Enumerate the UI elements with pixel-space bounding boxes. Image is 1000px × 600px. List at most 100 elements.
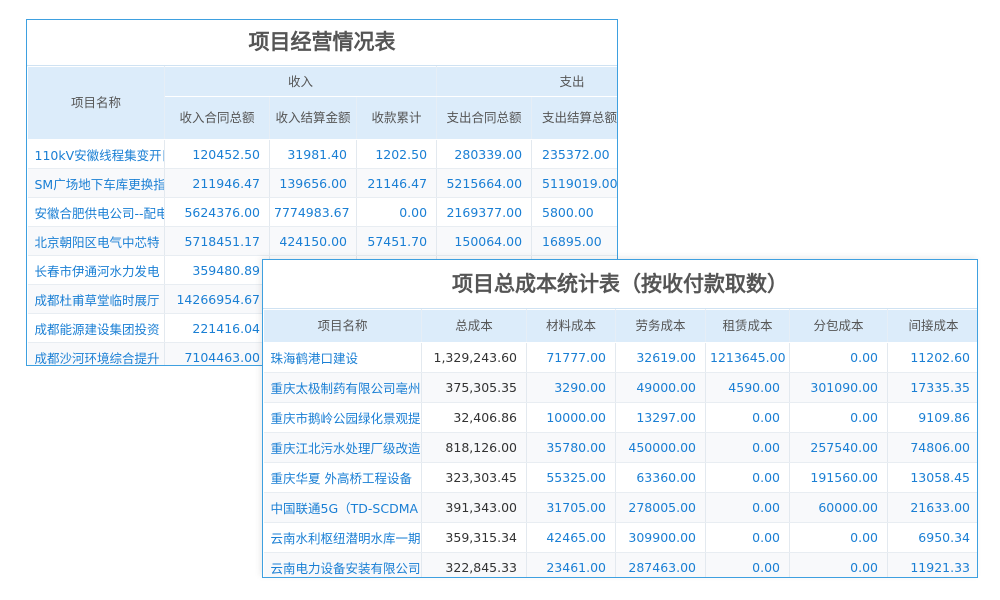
table-row: 重庆江北污水处理厂级改造 818,126.00 35780.00 450000.00 0… [263, 432, 977, 463]
project-name-link[interactable]: 安徽合肥供电公司--配电 [27, 197, 165, 227]
project-name-link[interactable]: 重庆江北污水处理厂级改造 [263, 432, 422, 463]
header-income-group: 收入 [163, 66, 438, 97]
project-name-link[interactable]: 重庆太极制药有限公司亳州 [263, 372, 422, 403]
cost-cell: 191560.00 [789, 462, 888, 493]
column-header: 总成本 [421, 309, 527, 343]
amount-cell: 16895.00 [531, 226, 617, 256]
cost-cell: 49000.00 [615, 372, 706, 403]
table-row: 重庆华夏 外高桥工程设备 323,303.45 55325.00 63360.00 0.… [263, 462, 977, 493]
cost-cell: 287463.00 [615, 552, 706, 577]
project-name-link[interactable]: 北京朝阳区电气中芯特 [27, 226, 165, 256]
cost-cell: 0.00 [705, 402, 790, 433]
project-name-link[interactable]: 云南电力设备安装有限公司 [263, 552, 422, 577]
cost-cell: 6950.34 [887, 522, 977, 553]
amount-cell: 7104463.00 [164, 342, 270, 365]
cost-cell: 74806.00 [887, 432, 977, 463]
amount-cell: 2169377.00 [436, 197, 533, 227]
cost-cell: 1,329,243.60 [421, 342, 527, 373]
cost-cell: 32619.00 [615, 342, 706, 373]
cost-cell: 42465.00 [526, 522, 616, 553]
header-expense-label: 支出 [559, 73, 585, 89]
cost-cell: 31705.00 [526, 492, 616, 523]
cost-table: 项目名称 总成本 材料成本 劳务成本 租赁成本 分包成本 间接成本 珠海鹤港口建设 1,329… [263, 309, 977, 577]
project-name-link[interactable]: 成都沙河环境综合提升 [27, 342, 165, 365]
cost-cell: 359,315.34 [421, 522, 527, 553]
amount-cell: 5800.00 [531, 197, 617, 227]
column-header: 间接成本 [887, 309, 977, 343]
table-row: 珠海鹤港口建设 1,329,243.60 71777.00 32619.00 12136… [263, 342, 977, 373]
amount-cell: 235372.00 [531, 139, 617, 169]
cost-cell: 13297.00 [615, 402, 706, 433]
project-name-link[interactable]: 云南水利枢纽潜明水库一期 [263, 522, 422, 553]
table-row: 110kV安徽线程集变开目 120452.50 31981.40 1202.50 280… [27, 139, 617, 169]
amount-cell: 1202.50 [356, 139, 438, 169]
cost-cell: 450000.00 [615, 432, 706, 463]
project-name-link[interactable]: 重庆市鹅岭公园绿化景观提 [263, 402, 422, 433]
column-header: 收入合同总额 [164, 96, 270, 140]
cost-cell: 301090.00 [789, 372, 888, 403]
amount-cell: 424150.00 [269, 226, 357, 256]
cost-cell: 257540.00 [789, 432, 888, 463]
table-row: SM广场地下车库更换指 211946.47 139656.00 21146.47 521… [27, 168, 617, 198]
cost-cell: 35780.00 [526, 432, 616, 463]
column-header: 材料成本 [526, 309, 616, 343]
amount-cell: 31981.40 [269, 139, 357, 169]
column-header: 分包成本 [789, 309, 888, 343]
table-row: 北京朝阳区电气中芯特 5718451.17 424150.00 57451.70 150… [27, 226, 617, 256]
cost-cell: 818,126.00 [421, 432, 527, 463]
cost-cell: 0.00 [705, 462, 790, 493]
cost-cell: 309900.00 [615, 522, 706, 553]
amount-cell: 5119019.00 [531, 168, 617, 198]
header-project-name: 项目名称 [27, 66, 165, 140]
project-name-link[interactable]: 成都能源建设集团投资 [27, 313, 165, 343]
project-name-link[interactable]: 成都杜甫草堂临时展厅 [27, 284, 165, 314]
column-header: 项目名称 [263, 309, 422, 343]
cost-cell: 3290.00 [526, 372, 616, 403]
amount-cell: 14266954.67 [164, 284, 270, 314]
cost-cell: 0.00 [789, 552, 888, 577]
project-name-link[interactable]: 中国联通5G（TD-SCDMA [263, 492, 422, 523]
cost-cell: 0.00 [789, 342, 888, 373]
cost-cell: 323,303.45 [421, 462, 527, 493]
project-name-link[interactable]: 珠海鹤港口建设 [263, 342, 422, 373]
amount-cell: 139656.00 [269, 168, 357, 198]
amount-cell: 5215664.00 [436, 168, 533, 198]
cost-cell: 55325.00 [526, 462, 616, 493]
cost-cell: 17335.35 [887, 372, 977, 403]
project-name-link[interactable]: 重庆华夏 外高桥工程设备 [263, 462, 422, 493]
project-name-link[interactable]: SM广场地下车库更换指 [27, 168, 165, 198]
cost-cell: 0.00 [705, 552, 790, 577]
table-row: 中国联通5G（TD-SCDMA 391,343.00 31705.00 278005.… [263, 492, 977, 523]
cost-cell: 71777.00 [526, 342, 616, 373]
table-row: 重庆太极制药有限公司亳州 375,305.35 3290.00 49000.00 459… [263, 372, 977, 403]
cost-cell: 278005.00 [615, 492, 706, 523]
cost-cell: 0.00 [705, 492, 790, 523]
amount-cell: 0.00 [356, 197, 438, 227]
cost-cell: 0.00 [705, 522, 790, 553]
cost-cell: 1213645.00 [705, 342, 790, 373]
cost-cell: 9109.86 [887, 402, 977, 433]
amount-cell: 21146.47 [356, 168, 438, 198]
cost-cell: 11202.60 [887, 342, 977, 373]
cost-cell: 0.00 [789, 402, 888, 433]
table-row: 重庆市鹅岭公园绿化景观提 32,406.86 10000.00 13297.00 0.0… [263, 402, 977, 433]
amount-cell: 57451.70 [356, 226, 438, 256]
amount-cell: 211946.47 [164, 168, 270, 198]
cost-cell: 4590.00 [705, 372, 790, 403]
cost-cell: 13058.45 [887, 462, 977, 493]
project-name-link[interactable]: 110kV安徽线程集变开目 [27, 139, 165, 169]
table-row: 云南水利枢纽潜明水库一期 359,315.34 42465.00 309900.00 0… [263, 522, 977, 553]
cost-cell: 60000.00 [789, 492, 888, 523]
table-row: 安徽合肥供电公司--配电 5624376.00 7774983.67 0.00 2169… [27, 197, 617, 227]
amount-cell: 5718451.17 [164, 226, 270, 256]
column-header: 支出结算总额 [531, 96, 617, 140]
table-title: 项目经营情况表 [27, 20, 617, 66]
cost-cell: 0.00 [705, 432, 790, 463]
cost-cell: 32,406.86 [421, 402, 527, 433]
cost-cell: 0.00 [789, 522, 888, 553]
project-name-link[interactable]: 长春市伊通河水力发电 [27, 255, 165, 285]
amount-cell: 7774983.67 [269, 197, 357, 227]
cost-cell: 11921.33 [887, 552, 977, 577]
column-header: 租赁成本 [705, 309, 790, 343]
amount-cell: 359480.89 [164, 255, 270, 285]
